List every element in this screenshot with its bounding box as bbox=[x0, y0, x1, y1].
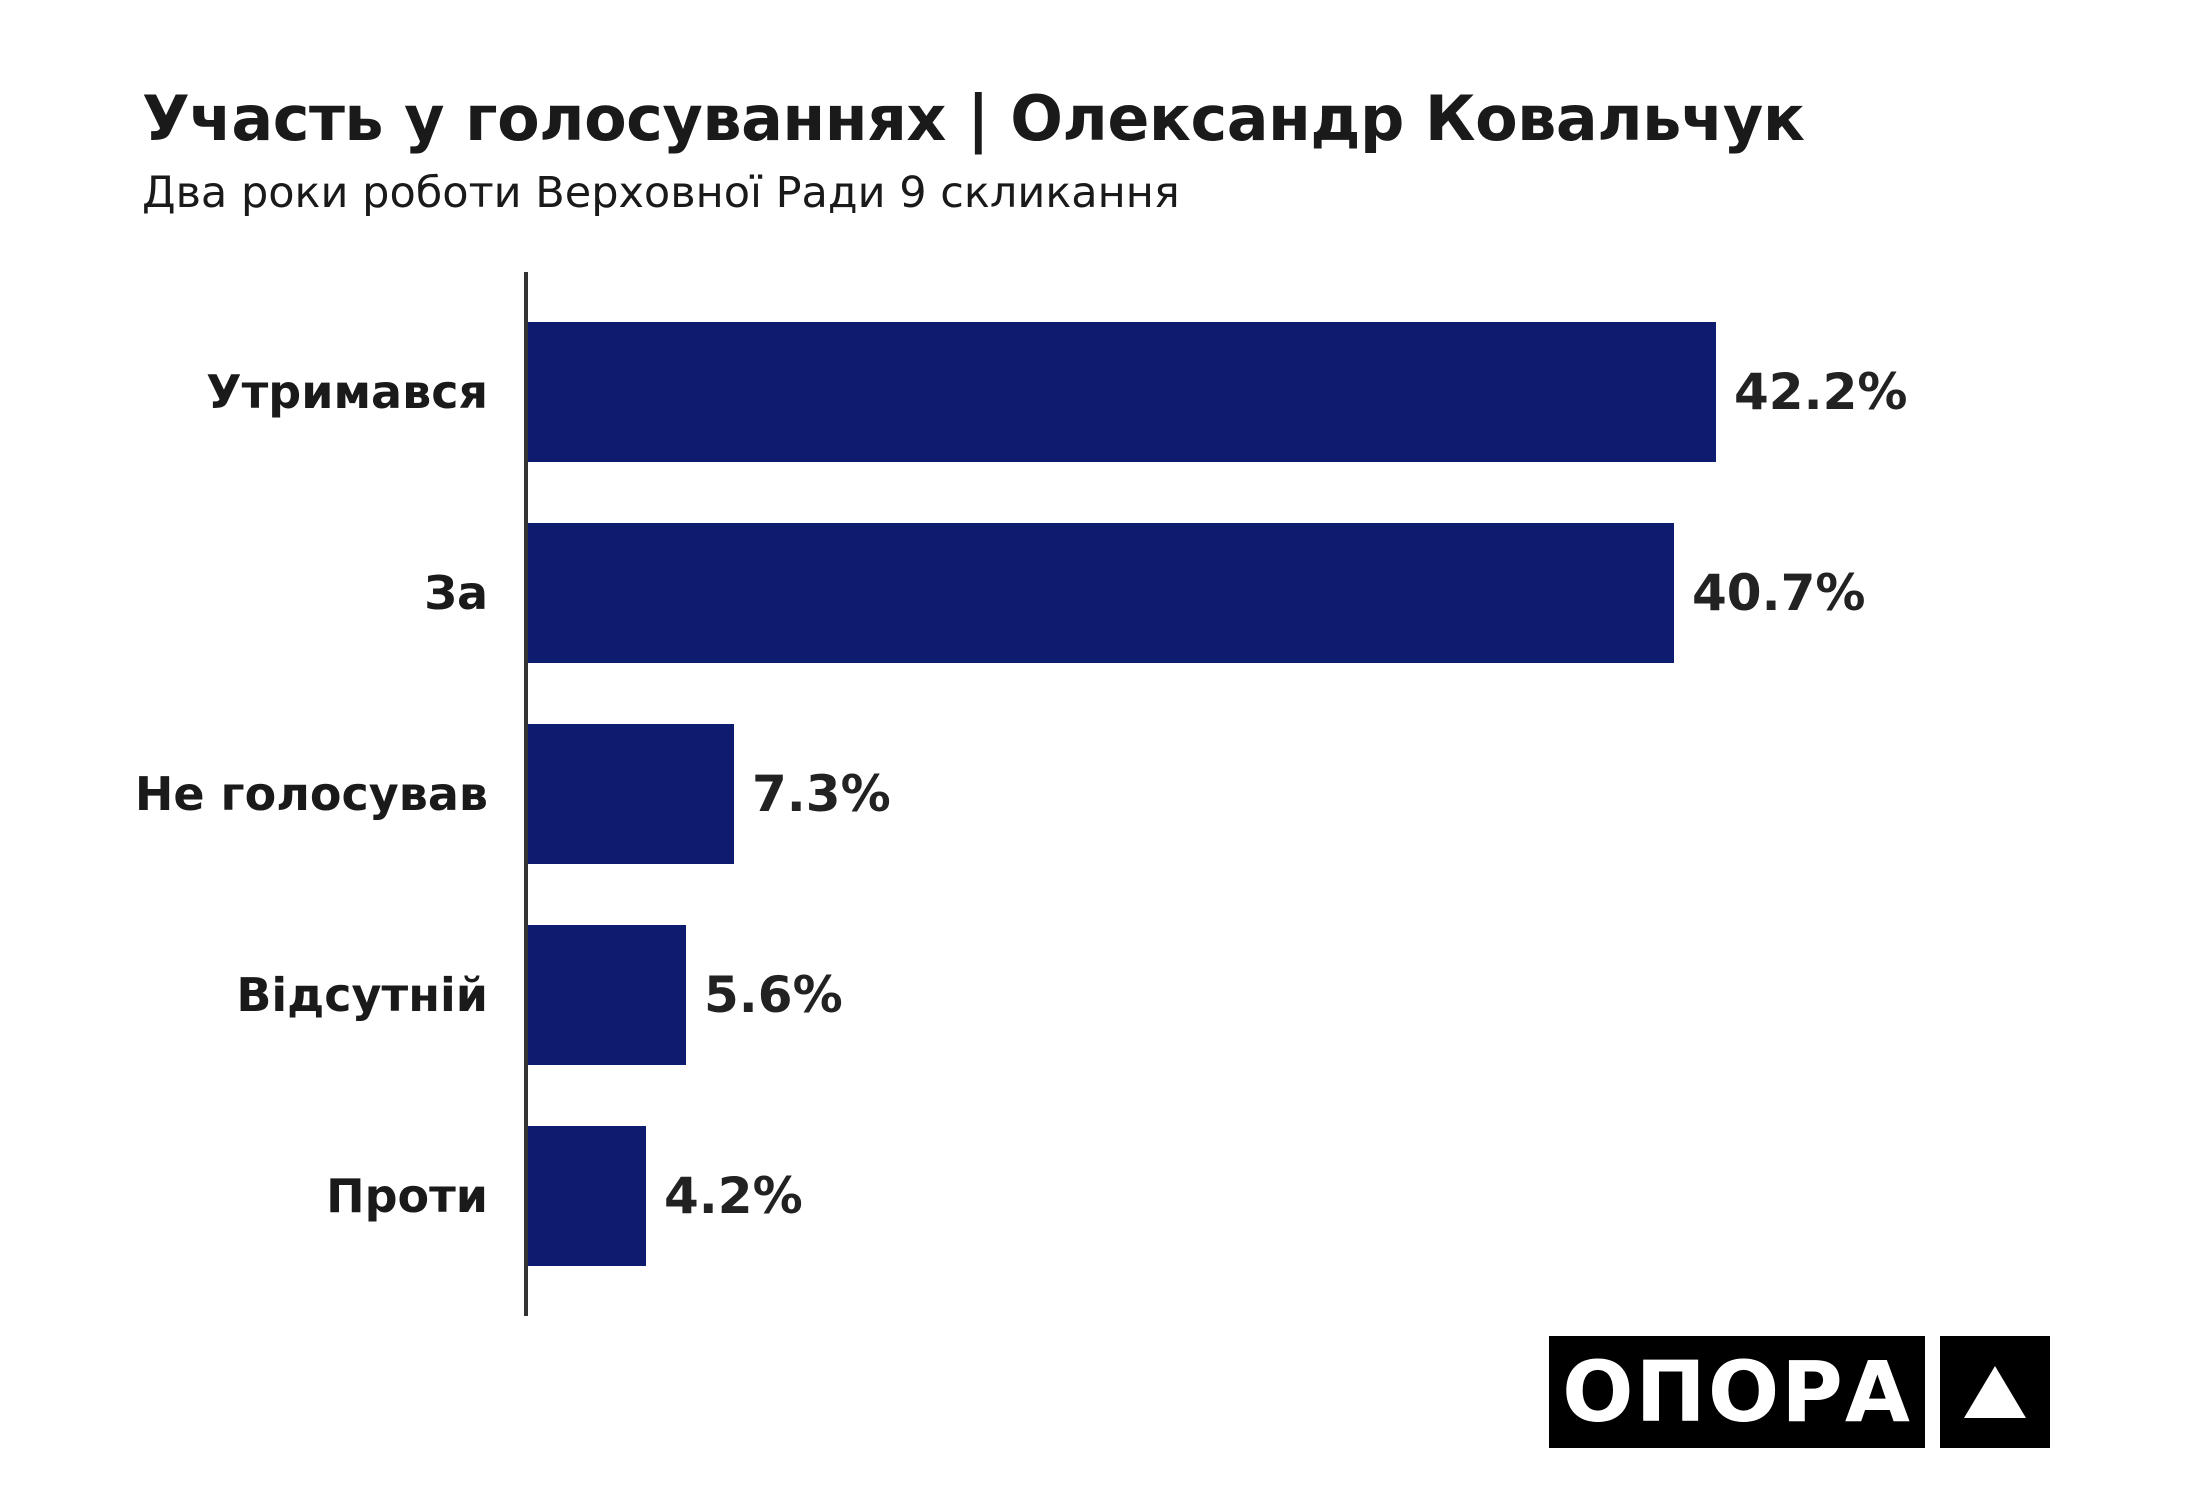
bars-layer bbox=[528, 322, 1716, 1266]
bar-0 bbox=[528, 322, 1716, 462]
bar-4 bbox=[528, 1126, 646, 1266]
triangle-icon bbox=[1940, 1336, 2050, 1448]
category-label: Проти bbox=[326, 1169, 488, 1223]
category-label: Не голосував bbox=[135, 767, 488, 821]
bar-3 bbox=[528, 925, 686, 1065]
value-label: 4.2% bbox=[664, 1167, 803, 1225]
category-label: За bbox=[424, 566, 488, 620]
category-label: Утримався bbox=[206, 365, 488, 419]
value-label: 42.2% bbox=[1734, 363, 1907, 421]
bar-1 bbox=[528, 523, 1674, 663]
value-label: 40.7% bbox=[1692, 564, 1865, 622]
triangle-icon-shape bbox=[1964, 1366, 2026, 1418]
chart-subtitle: Два роки роботи Верховної Ради 9 скликан… bbox=[142, 168, 1180, 218]
category-label: Відсутній bbox=[236, 968, 488, 1022]
labels-layer: Утримався 42.2% За 40.7% Не голосував 7.3% Від… bbox=[135, 363, 1908, 1225]
chart-title: Участь у голосуваннях | Олександр Коваль… bbox=[142, 82, 1805, 155]
opora-logo: ОПОРА bbox=[1549, 1336, 1925, 1448]
value-label: 5.6% bbox=[704, 966, 843, 1024]
opora-logo-text: ОПОРА bbox=[1562, 1343, 1912, 1441]
bar-2 bbox=[528, 724, 734, 864]
value-label: 7.3% bbox=[752, 765, 891, 823]
